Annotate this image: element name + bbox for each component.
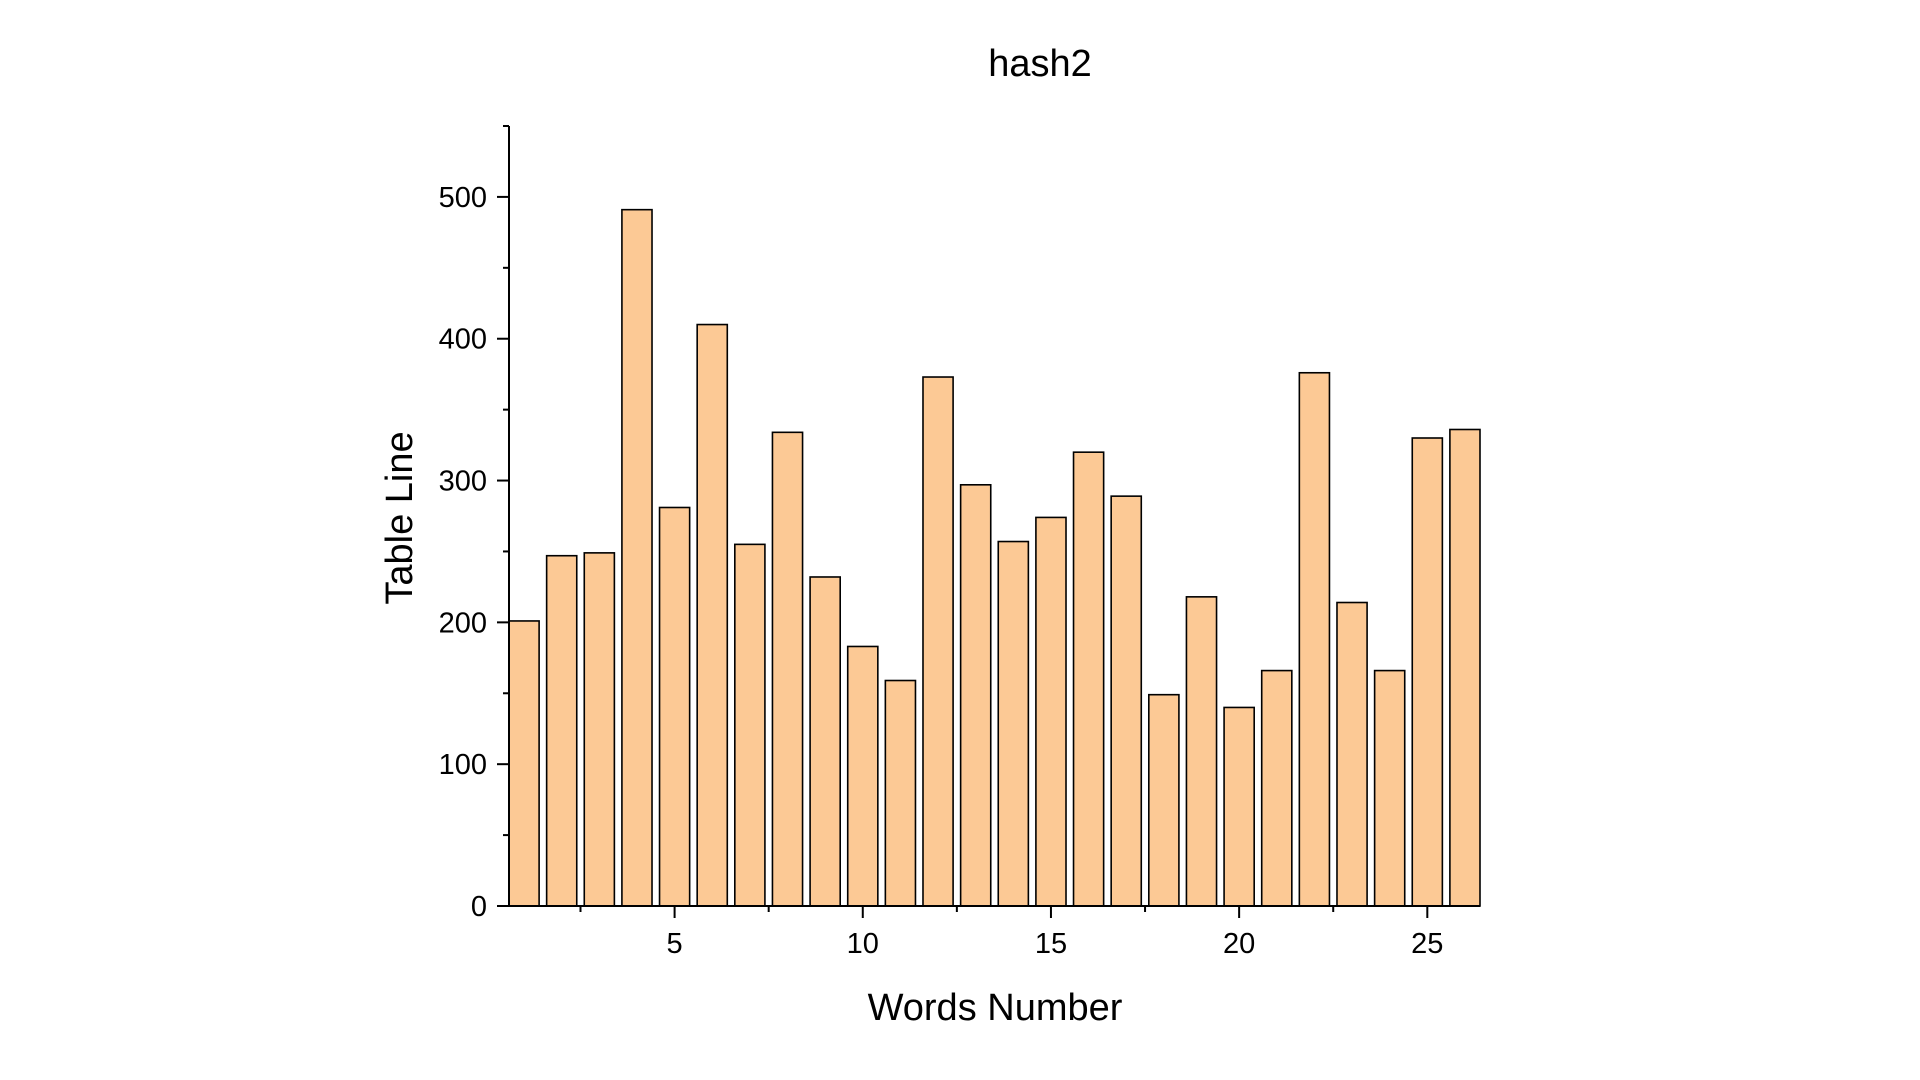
bar-12 bbox=[922, 376, 954, 907]
bar-1 bbox=[508, 620, 540, 907]
bar-25 bbox=[1411, 437, 1444, 907]
x-tick-label: 25 bbox=[1411, 928, 1443, 960]
bar-4 bbox=[621, 208, 653, 907]
bar-15 bbox=[1035, 516, 1067, 907]
bar-17 bbox=[1110, 495, 1143, 907]
x-tick-label: 15 bbox=[1035, 928, 1067, 960]
bar-13 bbox=[959, 483, 992, 907]
bar-6 bbox=[696, 323, 729, 907]
x-tick-label: 10 bbox=[847, 928, 879, 960]
bar-24 bbox=[1373, 669, 1406, 907]
x-tick-label: 5 bbox=[667, 928, 683, 960]
bar-3 bbox=[583, 552, 616, 907]
bar-5 bbox=[658, 506, 691, 907]
axes-group bbox=[497, 126, 1480, 907]
bar-26 bbox=[1449, 428, 1481, 907]
bar-21 bbox=[1260, 669, 1293, 907]
y-tick-label: 0 bbox=[471, 891, 487, 923]
bar-19 bbox=[1185, 596, 1218, 907]
x-axis-label: Words Number bbox=[868, 987, 1123, 1029]
y-tick-label: 400 bbox=[439, 324, 487, 356]
bar-7 bbox=[734, 543, 766, 907]
y-tick-label: 100 bbox=[439, 749, 487, 781]
y-tick-label: 200 bbox=[439, 607, 487, 639]
x-tick-label: 20 bbox=[1223, 928, 1255, 960]
bar-10 bbox=[846, 645, 879, 907]
y-tick-label: 300 bbox=[439, 466, 487, 498]
ticks-group: 0 100 200 300 400 500 5 10 15 20 25 bbox=[439, 125, 1443, 960]
bar-20 bbox=[1223, 706, 1255, 907]
bar-23 bbox=[1336, 601, 1368, 907]
y-axis-label: Table Line bbox=[379, 431, 421, 604]
bar-9 bbox=[809, 576, 842, 907]
bars-group bbox=[508, 208, 1481, 907]
bar-2 bbox=[545, 554, 578, 907]
bar-11 bbox=[884, 679, 917, 907]
bar-8 bbox=[771, 431, 804, 907]
bar-18 bbox=[1148, 693, 1180, 907]
chart-title: hash2 bbox=[988, 43, 1092, 85]
bar-22 bbox=[1298, 371, 1331, 907]
bar-16 bbox=[1072, 451, 1105, 907]
bar-14 bbox=[997, 540, 1030, 907]
y-tick-label: 500 bbox=[439, 182, 487, 214]
